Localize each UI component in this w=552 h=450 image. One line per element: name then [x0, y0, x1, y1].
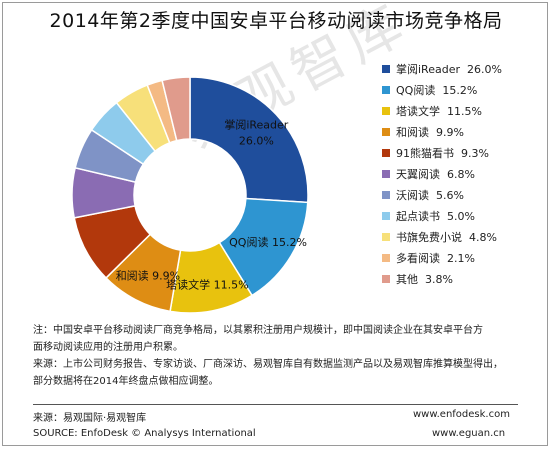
legend-item-7: 起点读书 5.0% [382, 209, 475, 225]
chart-notes: 注：中国安卓平台移动阅读厂商竞争格局，以其累积注册用户规模计，即中国阅读企业在其… [33, 322, 538, 390]
legend-value: 11.5% [440, 105, 482, 118]
donut-slices [71, 76, 309, 314]
legend-item-10: 其他 3.8% [382, 272, 453, 288]
donut-slice-0 [189, 76, 309, 204]
note-line-3: 来源：上市公司财务报告、专家访谈、厂商深访、易观智库自有数据监测产品以及易观智库… [33, 359, 503, 370]
legend-label: 掌阅iReader [396, 63, 460, 76]
legend-item-8: 书旗免费小说 4.8% [382, 230, 497, 246]
legend-swatch [382, 212, 390, 220]
footer-source-en: SOURCE: EnfoDesk © Analysys Internationa… [33, 428, 256, 439]
legend-swatch [382, 86, 390, 94]
legend-swatch [382, 233, 390, 241]
legend-label: 沃阅读 [396, 189, 429, 202]
legend-item-9: 多看阅读 2.1% [382, 251, 475, 267]
legend-value: 2.1% [440, 252, 475, 265]
legend-label: 起点读书 [396, 210, 440, 223]
legend-swatch [382, 254, 390, 262]
slice-label-2: 塔读文学 11.5% [166, 277, 248, 291]
donut-slice-10 [161, 76, 191, 142]
legend-item-4: 91熊猫看书 9.3% [382, 146, 489, 162]
legend-value: 26.0% [460, 63, 502, 76]
legend-label: 91熊猫看书 [396, 147, 454, 160]
legend-label: 塔读文学 [396, 105, 440, 118]
slice-label-0: 掌阅iReader [224, 118, 288, 132]
legend-value: 5.6% [429, 189, 464, 202]
legend-label: QQ阅读 [396, 84, 436, 97]
slice-label-1: QQ阅读 15.2% [229, 235, 307, 249]
legend-value: 15.2% [435, 84, 478, 97]
note-line-2: 面移动阅读应用的注册用户积累。 [33, 342, 183, 353]
legend-label: 多看阅读 [396, 252, 440, 265]
legend-value: 6.8% [440, 168, 475, 181]
legend-label: 和阅读 [396, 126, 429, 139]
slice-label-0-value: 26.0% [239, 135, 274, 148]
legend-swatch [382, 275, 390, 283]
legend-item-6: 沃阅读 5.6% [382, 188, 464, 204]
legend-swatch [382, 191, 390, 199]
legend-value: 4.8% [462, 231, 497, 244]
footer-source-cn: 来源：易观国际·易观智库 [33, 413, 147, 424]
legend-label: 天翼阅读 [396, 168, 440, 181]
legend-value: 9.3% [454, 147, 489, 160]
legend-item-2: 塔读文学 11.5% [382, 104, 482, 120]
footer-url-enfodesk: www.enfodesk.com [413, 409, 510, 420]
legend-swatch [382, 65, 390, 73]
slice-labels: 掌阅iReader 26.0% QQ阅读 15.2% 塔读文学 11.5%和阅读 9.… [116, 118, 307, 292]
chart-title: 2014年第2季度中国安卓平台移动阅读市场竞争格局 [49, 10, 503, 32]
legend-item-1: QQ阅读 15.2% [382, 83, 477, 99]
note-line-4: 部分数据将在2014年终盘点做相应调整。 [33, 376, 219, 387]
legend-item-3: 和阅读 9.9% [382, 125, 464, 141]
legend-label: 其他 [396, 273, 418, 286]
legend-value: 3.8% [418, 273, 453, 286]
legend-swatch [382, 128, 390, 136]
legend-value: 9.9% [429, 126, 464, 139]
legend-item-5: 天翼阅读 6.8% [382, 167, 475, 183]
legend-label: 书旗免费小说 [396, 231, 462, 244]
footer-divider [33, 404, 518, 405]
legend-value: 5.0% [440, 210, 475, 223]
legend-item-0: 掌阅iReader 26.0% [382, 62, 502, 78]
footer-url-eguan: www.eguan.cn [432, 428, 506, 439]
slice-label-3: 和阅读 9.9% [116, 269, 180, 283]
note-line-1: 注：中国安卓平台移动阅读厂商竞争格局，以其累积注册用户规模计，即中国阅读企业在其… [33, 325, 483, 336]
legend-swatch [382, 149, 390, 157]
legend-swatch [382, 170, 390, 178]
chart-frame [2, 2, 548, 446]
legend-swatch [382, 107, 390, 115]
